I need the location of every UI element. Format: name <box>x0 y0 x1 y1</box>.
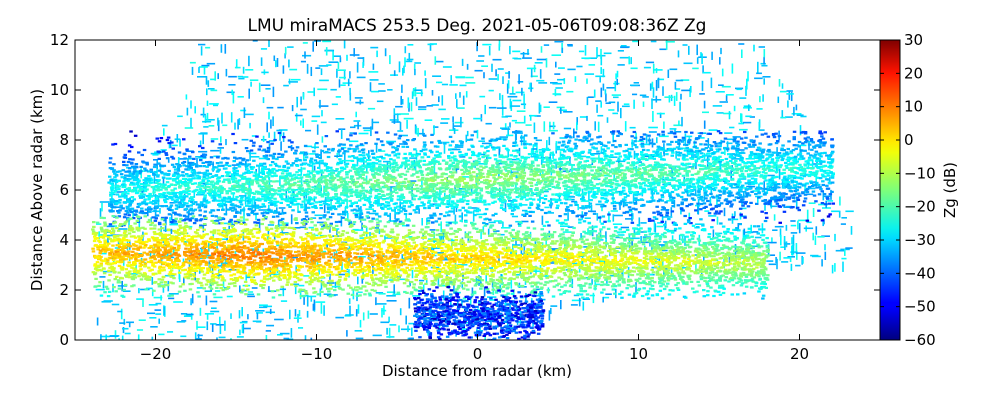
colorbar <box>879 39 901 341</box>
colorbar-tick-label: 30 <box>904 31 923 49</box>
y-tick-label: 0 <box>59 331 69 349</box>
colorbar-tick-label: −50 <box>904 298 936 316</box>
x-tick-label: 0 <box>473 345 483 363</box>
x-axis: −20 −10 0 10 20 <box>140 40 809 363</box>
colorbar-tick-label: 20 <box>904 64 923 82</box>
colorbar-tick-label: −30 <box>904 231 936 249</box>
colorbar-tick-label: −60 <box>904 331 936 349</box>
y-axis: 0 2 4 6 8 10 12 <box>50 31 880 349</box>
colorbar-tick-label: −10 <box>904 164 936 182</box>
y-tick-label: 4 <box>59 231 69 249</box>
y-tick-label: 8 <box>59 131 69 149</box>
colorbar-tick-label: −20 <box>904 198 936 216</box>
y-tick-label: 2 <box>59 281 69 299</box>
x-tick-label: 20 <box>790 345 809 363</box>
colorbar-ticks: −60 −50 −40 −30 −20 −10 0 10 20 30 <box>880 31 936 349</box>
colorbar-label: Zg (dB) <box>941 162 959 218</box>
y-tick-label: 10 <box>50 81 69 99</box>
plot-area <box>91 40 854 340</box>
y-tick-label: 6 <box>59 181 69 199</box>
x-axis-label: Distance from radar (km) <box>382 362 572 380</box>
y-tick-label: 12 <box>50 31 69 49</box>
x-tick-label: 10 <box>629 345 648 363</box>
colorbar-tick-label: 10 <box>904 98 923 116</box>
colorbar-tick-label: −40 <box>904 264 936 282</box>
chart-title: LMU miraMACS 253.5 Deg. 2021-05-06T09:08… <box>248 16 707 36</box>
x-tick-label: −20 <box>140 345 172 363</box>
colorbar-tick-label: 0 <box>904 131 914 149</box>
x-tick-label: −10 <box>301 345 333 363</box>
y-axis-label: Distance Above radar (km) <box>28 89 46 291</box>
